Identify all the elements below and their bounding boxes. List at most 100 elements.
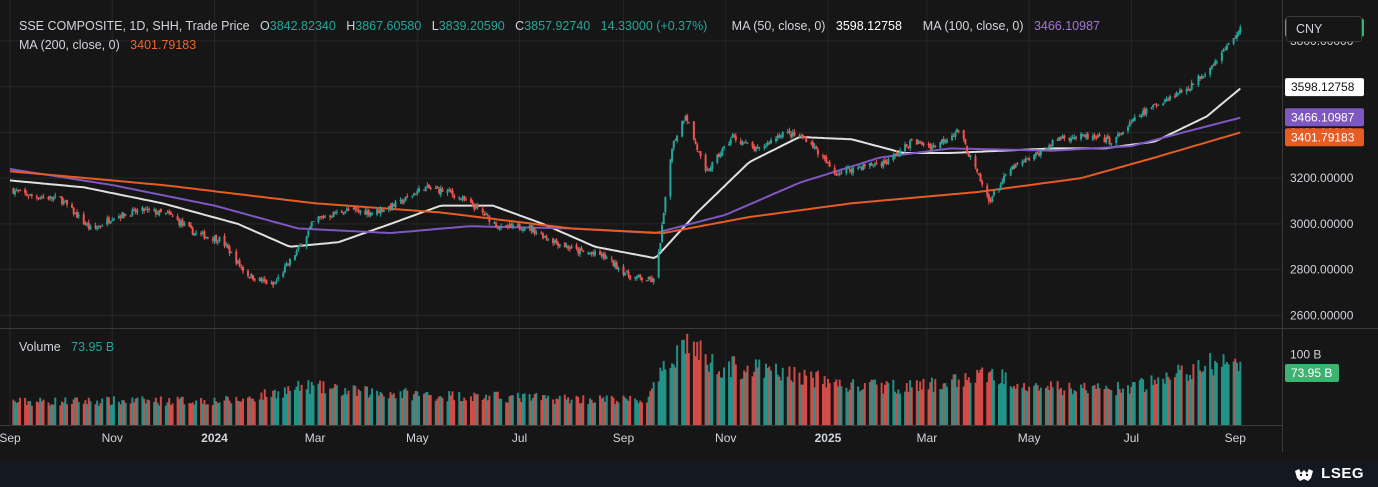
candle-body (635, 276, 638, 279)
candle-body (904, 144, 907, 152)
candle-body (471, 201, 474, 207)
volume-bar (54, 397, 57, 425)
volume-bar (962, 386, 965, 425)
volume-bar (496, 391, 499, 425)
volume-bar (265, 396, 268, 425)
candle-body (565, 245, 568, 247)
candle-body (719, 153, 722, 157)
candle-body (205, 236, 208, 239)
volume-bar (193, 404, 196, 425)
candle-body (1200, 76, 1203, 80)
candle-body (411, 195, 414, 197)
volume-bar (1150, 375, 1153, 425)
currency-button[interactable]: CNY (1286, 16, 1362, 42)
time-tick-label: Nov (715, 431, 736, 445)
volume-bar (510, 395, 513, 425)
volume-bar (723, 367, 726, 425)
volume-bar (191, 402, 194, 425)
volume-bar (109, 405, 112, 425)
volume-bar (438, 396, 441, 425)
candle-body (848, 168, 851, 171)
volume-bar (899, 393, 902, 425)
lseg-logo-icon (1295, 469, 1313, 481)
candle-body (1138, 116, 1141, 118)
volume-bar (461, 401, 464, 425)
volume-bar (945, 386, 948, 425)
volume-bar (919, 381, 922, 425)
volume-bar (872, 380, 875, 425)
candle-body (1023, 160, 1026, 162)
volume-bar (241, 398, 244, 425)
candle-body (545, 235, 548, 239)
price-tick-label: 2600.00000 (1290, 308, 1354, 322)
volume-bar (639, 400, 642, 425)
candle-body (1143, 109, 1146, 115)
candle-body (392, 203, 395, 207)
candle-body (252, 275, 255, 280)
volume-bar (428, 395, 431, 425)
candle-body (30, 194, 33, 196)
candle-body (744, 142, 747, 144)
candle-body (154, 209, 157, 215)
volume-bar (542, 395, 545, 425)
volume-bar (744, 372, 747, 425)
candle-body (778, 135, 781, 138)
volume-bar (511, 395, 514, 425)
volume-bar (587, 404, 590, 425)
volume-bar (535, 392, 538, 425)
volume-bar (520, 402, 523, 425)
candle-body (535, 232, 538, 234)
volume-bar (488, 395, 491, 425)
brand-logo-text: LSEG (1321, 465, 1364, 482)
candle-body (922, 143, 925, 146)
candle-body (1096, 135, 1099, 138)
candle-body (459, 198, 462, 200)
volume-bar (411, 400, 414, 425)
open-label: O (260, 19, 270, 33)
volume-bar (875, 384, 878, 425)
volume-bar (640, 402, 643, 425)
volume-bar (739, 379, 742, 425)
time-tick-label: Sep (613, 431, 635, 445)
volume-bar (158, 405, 161, 425)
candle-body (62, 200, 65, 205)
volume-bar (997, 384, 1000, 425)
volume-bar (711, 353, 714, 425)
ma100-value: 3466.10987 (1033, 19, 1100, 33)
volume-bar (954, 374, 957, 425)
volume-bar (223, 400, 226, 425)
volume-bar (1204, 365, 1207, 425)
volume-bar (211, 404, 214, 425)
volume-bar (1222, 354, 1225, 425)
volume-bar (76, 397, 79, 425)
volume-bar (863, 383, 866, 425)
volume-bar (236, 400, 239, 425)
volume-bar (111, 404, 114, 425)
high-label: H (346, 19, 356, 33)
candle-body (1059, 137, 1062, 139)
volume-bar (557, 399, 560, 425)
volume-bar (19, 397, 22, 425)
candle-body (340, 211, 343, 214)
candle-body (72, 207, 75, 215)
candle-body (895, 153, 898, 156)
volume-bar (1143, 391, 1146, 425)
volume-bar (1214, 360, 1217, 425)
volume-bar (681, 340, 684, 425)
candle-body (426, 184, 429, 186)
volume-bar (29, 401, 32, 425)
volume-bar (1085, 390, 1088, 425)
volume-bar (1153, 379, 1156, 425)
candle-body (883, 160, 886, 164)
candle-body (840, 172, 843, 174)
volume-bar (458, 391, 461, 425)
volume-bars (12, 333, 1242, 425)
volume-bar (1234, 358, 1237, 425)
candle-body (637, 275, 640, 278)
candle-body (168, 210, 171, 214)
volume-bar (96, 400, 99, 425)
volume-bar (17, 402, 20, 425)
volume-bar (523, 393, 526, 425)
volume-bar (1021, 387, 1024, 425)
